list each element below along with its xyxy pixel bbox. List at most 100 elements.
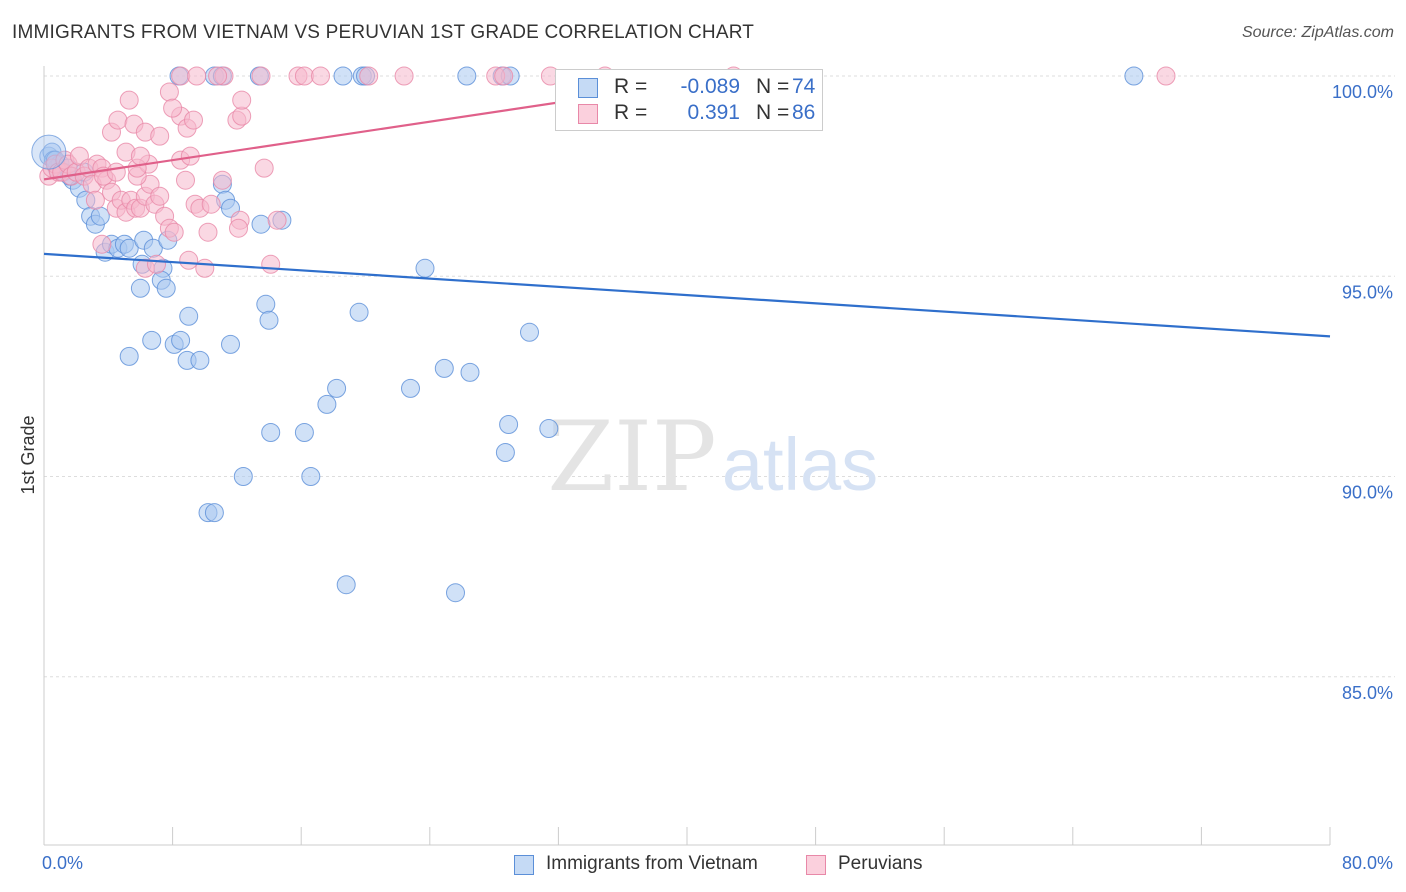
n-label: N =	[756, 101, 790, 124]
vietnam-swatch	[578, 78, 598, 98]
x-tick-label: 0.0%	[42, 853, 83, 873]
peru-point	[171, 66, 191, 86]
peru-point	[163, 98, 183, 118]
peru-point	[494, 66, 514, 86]
n-value-vietnam: 74	[792, 75, 816, 98]
r-value-peru: 0.391	[687, 101, 740, 124]
vietnam-point	[204, 503, 224, 523]
vietnam-point	[294, 423, 314, 442]
peru-point	[394, 66, 414, 86]
watermark-zip: ZIP	[547, 401, 716, 513]
peru-point	[208, 66, 228, 86]
vietnam-point	[31, 134, 67, 170]
vietnam-point	[434, 358, 454, 378]
vietnam-point	[259, 310, 279, 330]
vietnam-point	[179, 306, 199, 326]
vietnam-point	[336, 575, 356, 595]
peru-point	[195, 258, 215, 278]
axes	[43, 66, 1331, 846]
chart-title: IMMIGRANTS FROM VIETNAM VS PERUVIAN 1ST …	[12, 22, 755, 43]
peru-point	[201, 194, 221, 214]
grid-lines	[44, 75, 1395, 678]
peru-point	[92, 234, 112, 254]
vietnam-point	[256, 294, 276, 314]
vietnam-point	[457, 66, 477, 86]
y-tick-label: 100.0%	[1332, 82, 1393, 102]
source-label: Source: ZipAtlas.com	[1241, 24, 1394, 41]
vietnam-point	[460, 362, 480, 382]
vietnam-point	[301, 467, 321, 486]
peru-point	[254, 158, 274, 178]
peru-point	[85, 190, 105, 210]
watermark-atlas: atlas	[722, 423, 878, 506]
vietnam-point	[119, 346, 139, 366]
peru-point	[130, 146, 150, 166]
vietnam-point	[499, 415, 519, 434]
peru-point	[176, 170, 195, 190]
peru-point	[232, 106, 252, 126]
r-value-vietnam: -0.089	[680, 75, 740, 98]
vietnam-point	[119, 238, 139, 258]
legend-label-peru: Peruvians	[838, 853, 923, 874]
peru-point	[1156, 66, 1176, 86]
vietnam-point	[349, 302, 369, 322]
vietnam-point	[520, 322, 539, 342]
peru-point	[267, 210, 287, 230]
vietnam-point	[415, 258, 435, 278]
peru-swatch	[578, 104, 598, 124]
y-tick-label: 95.0%	[1342, 282, 1393, 302]
y-tick-label: 85.0%	[1342, 683, 1393, 703]
vietnam-point	[539, 419, 559, 438]
vietnam-point	[130, 278, 150, 298]
peru-point	[159, 82, 179, 102]
peru-point	[229, 218, 248, 238]
peru-point	[150, 126, 170, 146]
vietnam-point	[261, 423, 281, 442]
peru-point	[212, 170, 232, 190]
vietnam-point	[317, 394, 337, 414]
n-value-peru: 86	[792, 101, 816, 124]
vietnam-point	[327, 378, 347, 398]
y-axis-label: 1st Grade	[18, 415, 38, 494]
peru-point	[359, 66, 379, 86]
y-tick-label: 90.0%	[1342, 483, 1393, 503]
peru-point	[184, 110, 203, 130]
vietnam-point	[251, 214, 271, 234]
vietnam-point	[495, 443, 515, 462]
peru-point	[106, 162, 126, 182]
data-points	[31, 66, 1176, 603]
vietnam-point	[156, 278, 176, 298]
peru-point	[198, 222, 218, 242]
peru-point	[311, 66, 330, 86]
peru-point	[251, 66, 271, 86]
vietnam-point	[190, 350, 210, 370]
vietnam-point	[1124, 66, 1144, 86]
vietnam-point	[171, 330, 191, 350]
peru-point	[232, 90, 252, 110]
vietnam-point	[90, 206, 110, 226]
n-label: N =	[756, 75, 790, 98]
peru-point	[108, 110, 128, 130]
series-legend: Immigrants from Vietnam Peruvians	[0, 853, 1406, 877]
peru-point	[261, 254, 281, 274]
r-label: R =	[614, 75, 648, 98]
peru-point	[164, 222, 184, 242]
vietnam-trend-line	[43, 252, 1331, 338]
watermark: ZIP atlas	[547, 401, 878, 513]
peru-point	[294, 66, 314, 86]
peru-point	[119, 90, 139, 110]
x-tick-label: 80.0%	[1342, 853, 1393, 873]
peru-point	[187, 66, 207, 86]
vietnam-point	[333, 66, 353, 86]
tick-labels: 85.0% 90.0% 95.0% 100.0% 0.0% 80.0%	[42, 82, 1393, 873]
peru-point	[147, 254, 166, 274]
vietnam-point	[446, 583, 465, 603]
vietnam-point	[233, 467, 253, 486]
stats-legend: R = -0.089 N = 74 R = 0.391 N = 86	[555, 69, 823, 131]
peru-point	[150, 186, 170, 206]
legend-label-vietnam: Immigrants from Vietnam	[546, 853, 758, 874]
vietnam-swatch	[514, 855, 534, 875]
vietnam-point	[221, 334, 240, 354]
vietnam-point	[401, 378, 420, 398]
